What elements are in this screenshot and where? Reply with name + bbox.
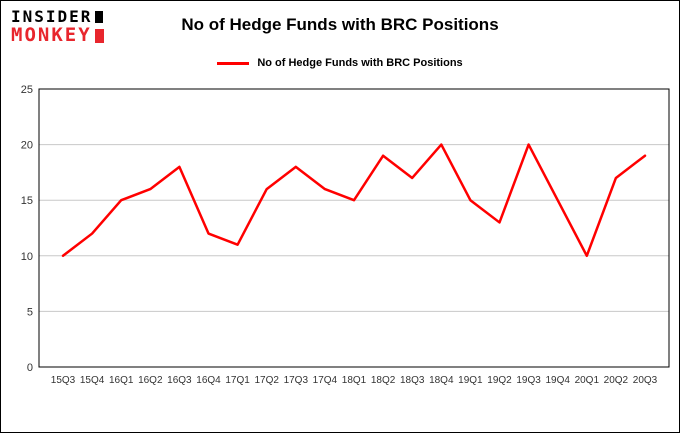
y-tick-label: 10 — [21, 251, 33, 263]
legend-line-swatch — [217, 61, 250, 65]
y-tick-label: 5 — [27, 306, 33, 318]
x-tick-label: 19Q2 — [487, 375, 512, 386]
y-tick-label: 25 — [21, 84, 33, 96]
logo-cursor-black — [95, 11, 104, 24]
x-tick-label: 16Q1 — [109, 375, 134, 386]
x-tick-label: 17Q4 — [313, 375, 338, 386]
x-tick-label: 19Q4 — [545, 375, 570, 386]
x-tick-label: 19Q3 — [516, 375, 541, 386]
x-tick-label: 18Q2 — [371, 375, 396, 386]
insider-monkey-logo: INSIDER MONKEY — [11, 7, 104, 46]
logo-cursor-red — [94, 28, 104, 43]
x-tick-label: 20Q2 — [604, 375, 629, 386]
chart-title: No of Hedge Funds with BRC Positions — [181, 15, 499, 34]
x-tick-label: 20Q1 — [575, 375, 600, 386]
x-tick-label: 18Q4 — [429, 375, 454, 386]
series-line — [61, 143, 647, 258]
x-tick-label: 15Q3 — [51, 375, 76, 386]
x-tick-label: 20Q3 — [633, 375, 658, 386]
plot-border — [38, 88, 670, 368]
x-tick-label: 17Q2 — [254, 375, 279, 386]
x-tick-label: 16Q3 — [167, 375, 192, 386]
legend-label: No of Hedge Funds with BRC Positions — [257, 57, 463, 69]
y-tick-label: 20 — [21, 140, 33, 152]
x-tick-label: 18Q1 — [342, 375, 367, 386]
x-tick-label: 16Q2 — [138, 375, 163, 386]
x-tick-label: 19Q1 — [458, 375, 483, 386]
x-tick-label: 17Q1 — [225, 375, 250, 386]
x-tick-label: 15Q4 — [80, 375, 105, 386]
logo-text-insider: INSIDER — [11, 7, 93, 26]
x-tick-label: 17Q3 — [284, 375, 309, 386]
y-tick-label: 0 — [27, 362, 33, 374]
legend: No of Hedge Funds with BRC Positions — [1, 57, 679, 69]
x-tick-label: 16Q4 — [196, 375, 221, 386]
y-tick-label: 15 — [21, 195, 33, 207]
logo-text-monkey: MONKEY — [11, 23, 92, 46]
x-tick-label: 18Q3 — [400, 375, 425, 386]
